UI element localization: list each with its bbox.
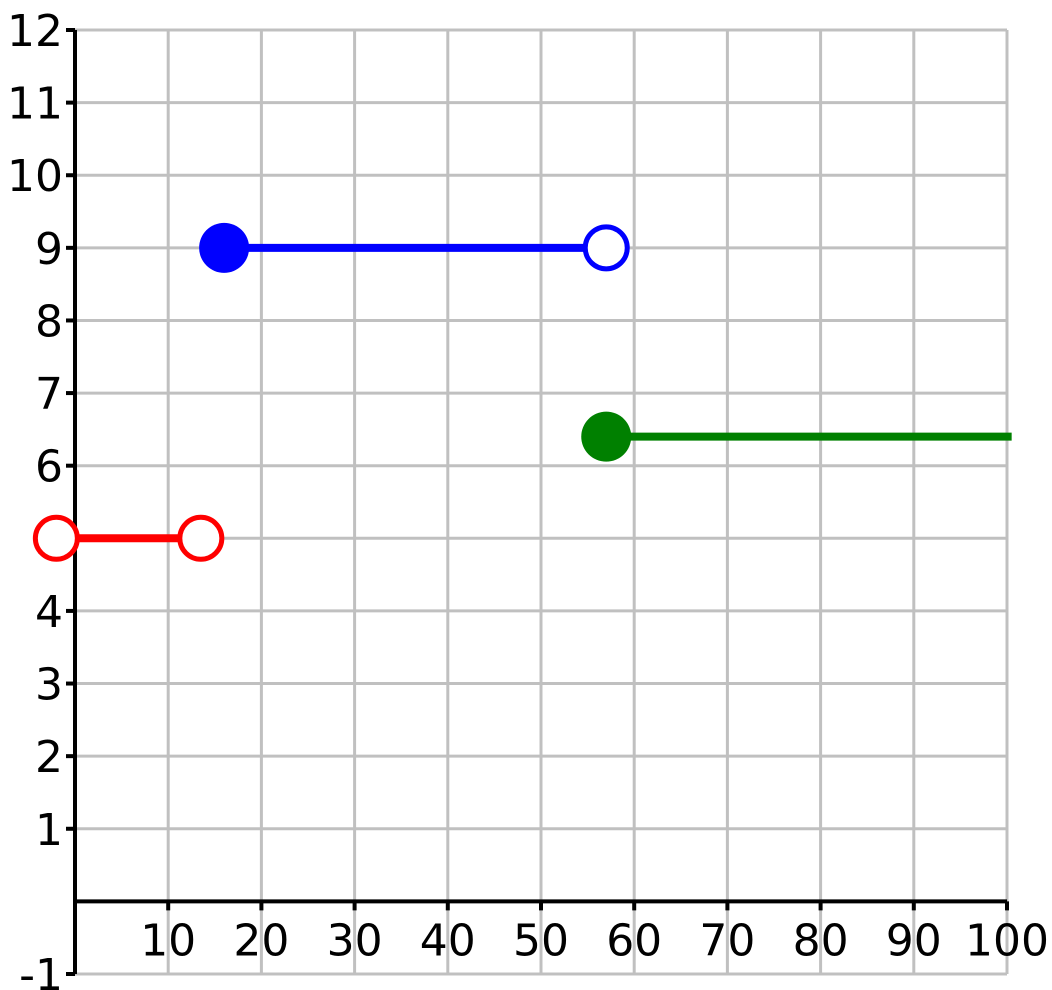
series (32, 222, 1012, 562)
y-tick-label: 4 (35, 587, 63, 638)
series-2 (199, 222, 630, 273)
start-closed-point (581, 411, 632, 462)
x-tick-label: 30 (327, 915, 383, 966)
x-tick-label: 50 (513, 915, 569, 966)
start-open-point (32, 514, 80, 562)
y-tick-label: 10 (7, 151, 63, 202)
x-tick-label: 100 (965, 915, 1049, 966)
end-open-point (582, 224, 630, 272)
grid (75, 28, 1009, 976)
y-tick-label: 8 (35, 296, 63, 347)
series-3 (581, 411, 1012, 462)
y-tick-label: 11 (7, 79, 63, 130)
x-tick-label: 90 (886, 915, 942, 966)
x-tick-label: 40 (420, 915, 476, 966)
y-tick-label: 12 (7, 6, 63, 57)
y-tick-label: 7 (35, 369, 63, 420)
x-tick-labels: 10 20 30 40 50 60 70 80 90 100 (140, 915, 1049, 966)
y-tick-labels: -1123456789101112 (7, 6, 63, 990)
y-tick-label: 9 (35, 224, 63, 275)
x-tick-label: 70 (699, 915, 755, 966)
x-tick-label: 80 (793, 915, 849, 966)
series-1 (32, 514, 225, 562)
y-tick-label: -1 (19, 950, 63, 990)
y-tick-label: 6 (35, 442, 63, 493)
x-tick-label: 20 (233, 915, 289, 966)
y-tick-label: 2 (35, 732, 63, 783)
y-tick-label: 3 (35, 660, 63, 711)
axes (66, 28, 1009, 976)
y-tick-label: 1 (35, 805, 63, 856)
end-open-point (177, 514, 225, 562)
start-closed-point (199, 222, 250, 273)
x-tick-label: 10 (140, 915, 196, 966)
x-tick-label: 60 (606, 915, 662, 966)
